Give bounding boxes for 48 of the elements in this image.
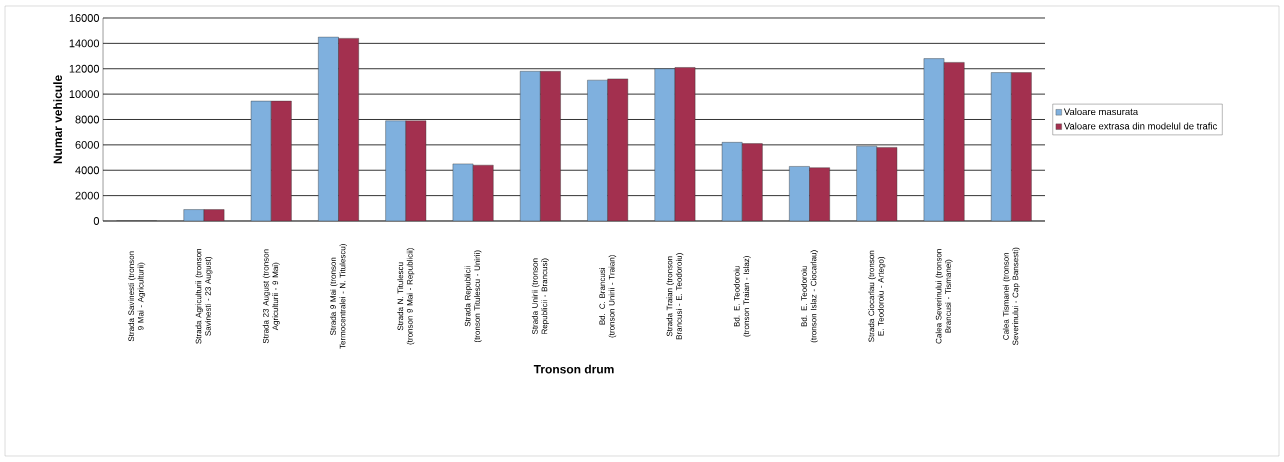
- y-tick-label: 4000: [75, 166, 100, 175]
- bar: [338, 38, 359, 221]
- bar: [876, 147, 898, 221]
- bar: [405, 120, 427, 221]
- x-tick-label: Strada Unirii (tronson Republicii - Brancusi): [531, 258, 549, 335]
- y-tick-label: 8000: [75, 115, 100, 124]
- bar: [654, 68, 676, 221]
- y-tick-label: 6000: [75, 140, 100, 149]
- y-tick-label: 10000: [69, 90, 100, 99]
- y-tick-label: 16000: [69, 14, 100, 22]
- bar: [809, 167, 830, 221]
- bar: [385, 120, 406, 221]
- y-tick-label: 14000: [69, 39, 100, 48]
- x-tick-label: Strada Traian (tronson Brancusi - E. Teodoroiu): [666, 253, 684, 340]
- bar: [587, 79, 608, 221]
- x-tick-label: Bd. E. Teodoroiu (tronson Traian - Islaz): [733, 256, 751, 337]
- legend-label: Valoare extrasa din modelul de trafic: [1063, 122, 1218, 130]
- x-tick-label: Strada 23 August (tronson Agriculturii - 9 Mai): [262, 249, 280, 344]
- bar: [789, 166, 810, 221]
- x-tick-label: Strada 9 Mai (tronson Termocentralei - N. Titulescu): [330, 244, 347, 349]
- bar: [519, 71, 541, 221]
- bar: [607, 78, 629, 221]
- x-tick-label: Strada Savinesti (tronson 9 Mai - Agriculturii): [128, 251, 146, 342]
- bar: [990, 72, 1012, 221]
- x-axis-title: Tronson drum: [533, 364, 614, 374]
- x-tick-label: Calea Severinului (tronson Brancusi - Tismanei): [935, 249, 953, 344]
- x-tick-label: Strada N. Titulescu (tronson 9 Mai - Republicii): [397, 248, 415, 345]
- bar: [271, 100, 292, 221]
- bar: [721, 142, 743, 221]
- bar: [472, 164, 494, 221]
- x-tick-label: Strada Ciocarlau (tronson E. Teodoroiu - Artego): [868, 250, 886, 342]
- bar: [742, 143, 763, 221]
- bar: [540, 71, 561, 221]
- x-tick-label: Bd. E. Teodoroiu (tronson Islaz - Ciocarlau): [801, 250, 818, 343]
- bar: [943, 62, 965, 221]
- y-tick-label: 0: [93, 217, 100, 225]
- y-axis-title: Numar vehicule: [53, 75, 63, 164]
- y-tick-label: 12000: [69, 64, 100, 73]
- y-tick-label: 2000: [75, 191, 100, 200]
- x-tick-label: Strada Agriculturii (tronson Savinesti - 23 August): [195, 249, 213, 344]
- bar: [250, 100, 272, 221]
- x-tick-label: Bd. C. Brancusi (tronson Unirii - Traian): [599, 255, 617, 338]
- bar: [856, 145, 877, 221]
- bar: [318, 36, 339, 221]
- legend-label: Valoare masurata: [1063, 108, 1139, 116]
- bar: [1011, 72, 1032, 221]
- x-tick-label: Calea Tismanei (tronson Severinului - Cap Bansesti): [1002, 247, 1020, 346]
- x-tick-label: Strada Republicii (tronson Titulescu - Unirii): [464, 250, 482, 343]
